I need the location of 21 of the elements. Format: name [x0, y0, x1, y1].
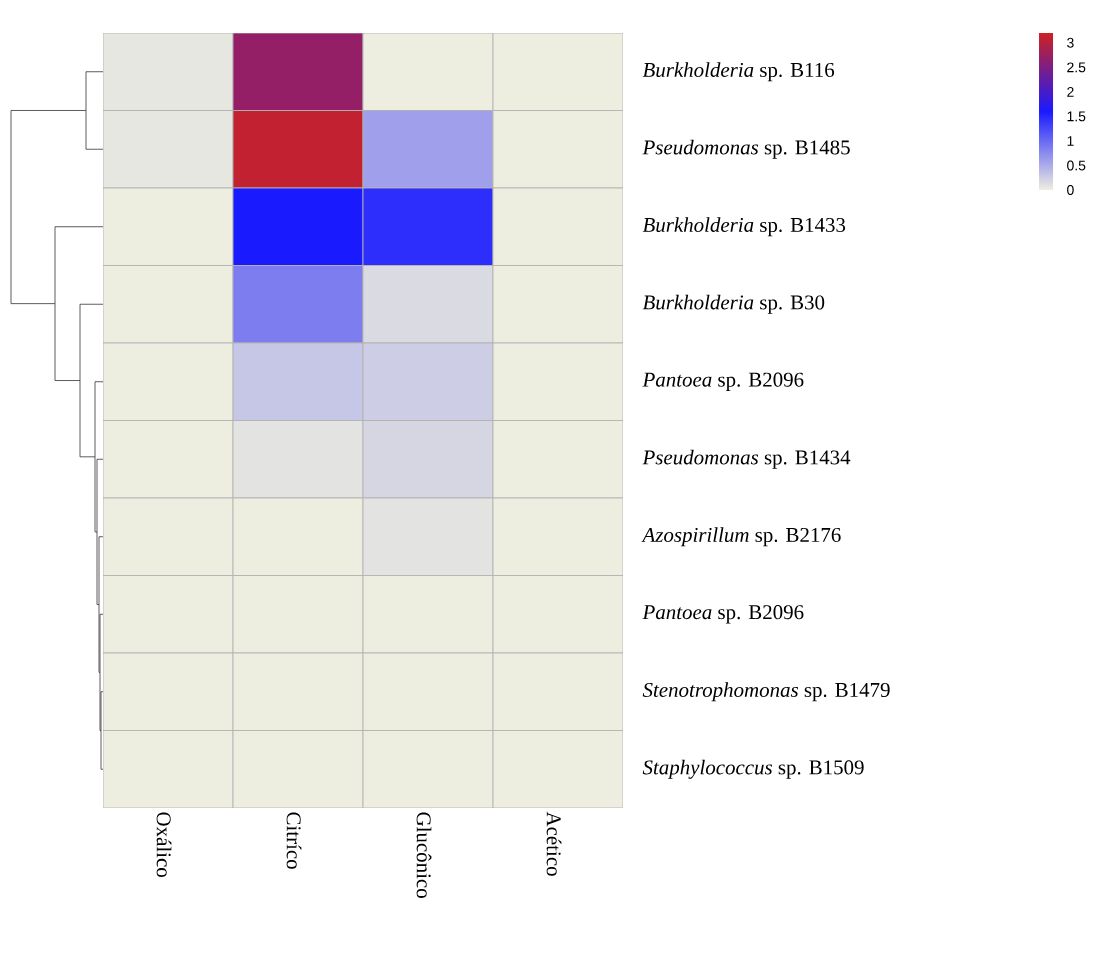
color-bar-label: 2 [1067, 86, 1074, 97]
x-tick-label: Oxálico [156, 812, 172, 877]
y-tick-label: Pseudomonas sp. B1485 [642, 139, 850, 159]
y-tick-label: Pantoea sp. B2096 [642, 372, 804, 391]
y-tick-label: Burkholderia sp. B116 [642, 62, 835, 82]
color-bar-label: 1 [1067, 136, 1074, 146]
color-bar-label: 0.5 [1067, 160, 1086, 171]
x-tick-label: Glucônico [416, 812, 432, 898]
color-bar-label: 3 [1067, 37, 1074, 48]
color-bar-label: 0 [1067, 185, 1074, 195]
y-tick-label: Pseudomonas sp. B1434 [642, 449, 851, 469]
y-tick-label: Staphylococcus sp. B1509 [642, 759, 864, 779]
y-tick-label: Pantoea sp. B2096 [642, 605, 804, 624]
y-tick-label: Stenotrophomonas sp. B1479 [642, 682, 890, 702]
color-bar-label: 1.5 [1067, 111, 1086, 122]
x-tick-label: Citríco [286, 812, 302, 869]
y-tick-label: Azospirillum sp. B2176 [641, 527, 841, 547]
color-bar-label: 2.5 [1067, 62, 1086, 73]
x-tick-label: Acético [546, 811, 562, 876]
y-tick-label: Burkholderia sp. B30 [642, 294, 825, 314]
y-tick-label: Burkholderia sp. B1433 [642, 217, 846, 237]
